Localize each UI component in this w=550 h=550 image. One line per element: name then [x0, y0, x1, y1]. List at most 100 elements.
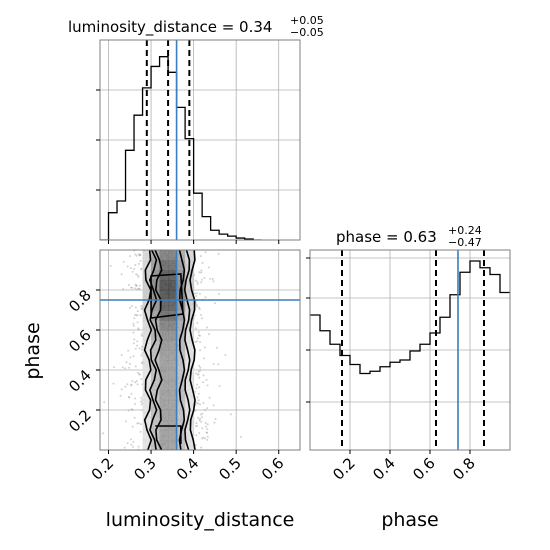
sample-point [218, 293, 221, 296]
phase-x-tick-label: 0.8 [449, 454, 479, 484]
sample-point [204, 251, 207, 254]
sample-point [140, 396, 143, 399]
sample-point [208, 396, 211, 399]
luminosity-distance-histogram [100, 56, 262, 240]
density-cell [159, 310, 169, 321]
scatter-x-ticks: 0.2 0.3 0.4 0.5 0.6 [88, 450, 288, 484]
density-cell [185, 250, 195, 261]
sample-point [200, 278, 203, 281]
sample-point [127, 409, 130, 412]
sample-point [217, 252, 220, 255]
sample-point [194, 327, 197, 330]
sample-point [137, 262, 140, 265]
density-cell [159, 280, 169, 291]
sample-point [139, 314, 142, 317]
sample-point [140, 378, 143, 381]
sample-point [140, 308, 143, 311]
sample-point [137, 445, 140, 448]
sample-point [194, 372, 197, 375]
sample-point [127, 395, 130, 398]
sample-point [132, 342, 135, 345]
density-cell [142, 290, 152, 301]
sample-point [202, 436, 205, 439]
density-cell [185, 370, 195, 381]
sample-point [130, 443, 133, 446]
sample-point [198, 376, 201, 379]
sample-point [135, 284, 138, 287]
sample-point [201, 427, 204, 430]
density-cell [159, 390, 169, 401]
density-cell [176, 310, 186, 321]
sample-point [136, 371, 139, 374]
sample-point [199, 366, 202, 369]
density-cell [151, 340, 161, 351]
density-cell [176, 370, 186, 381]
sample-point [131, 409, 134, 412]
sample-point [128, 396, 131, 399]
phase-title-plus: +0.24 [448, 224, 482, 237]
density-cell [142, 270, 152, 281]
sample-point [139, 254, 142, 257]
sample-point [199, 413, 202, 416]
scatter-frame [99, 249, 301, 451]
density-cell [142, 310, 152, 321]
density-cell [185, 300, 195, 311]
sample-point [208, 333, 211, 336]
density-cell [142, 360, 152, 371]
sample-point [140, 267, 143, 270]
sample-point [129, 384, 132, 387]
sample-point [196, 424, 199, 427]
sample-point [140, 305, 143, 308]
sample-point [123, 446, 126, 449]
sample-point [194, 390, 197, 393]
sample-point [195, 292, 198, 295]
density-cell [185, 390, 195, 401]
density-cell [185, 270, 195, 281]
density-contour [154, 250, 163, 450]
sample-point [126, 383, 129, 386]
sample-point [136, 274, 139, 277]
sample-point [126, 442, 129, 445]
sample-point [136, 383, 139, 386]
sample-point [133, 416, 136, 419]
phase-histogram-panel: 0.2 0.4 0.6 0.8 [306, 249, 511, 484]
sample-point [197, 373, 200, 376]
sample-point [198, 334, 201, 337]
sample-point [131, 425, 134, 428]
sample-point [197, 392, 200, 395]
luminosity-distance-x-tick-label: 0.4 [173, 454, 203, 484]
sample-point [136, 310, 139, 313]
sample-point [200, 446, 203, 449]
sample-point [206, 435, 209, 438]
luminosity-distance-quantiles [145, 40, 191, 240]
density-cell [151, 380, 161, 391]
sample-point [201, 412, 204, 415]
sample-point [194, 409, 197, 412]
sample-point [103, 401, 106, 404]
sample-point [194, 444, 197, 447]
sample-point [198, 307, 201, 310]
density-cell [151, 360, 161, 371]
sample-point [132, 322, 135, 325]
density-cell [151, 300, 161, 311]
sample-point [112, 382, 115, 385]
density-cell [142, 320, 152, 331]
sample-point [124, 385, 127, 388]
sample-point [109, 265, 112, 267]
sample-point [136, 321, 139, 324]
sample-point [139, 259, 142, 262]
sample-point [130, 286, 133, 289]
sample-point [206, 423, 209, 426]
phase-quantiles [341, 250, 485, 450]
sample-point [131, 286, 134, 289]
sample-point [134, 313, 137, 316]
sample-point [196, 283, 199, 286]
phase-x-tick-label: 0.2 [329, 454, 359, 484]
sample-point [196, 281, 199, 284]
sample-point [198, 364, 201, 367]
density-cell [176, 360, 186, 371]
density-cell [168, 380, 178, 391]
density-cell [168, 440, 178, 450]
density-cell [151, 250, 161, 261]
